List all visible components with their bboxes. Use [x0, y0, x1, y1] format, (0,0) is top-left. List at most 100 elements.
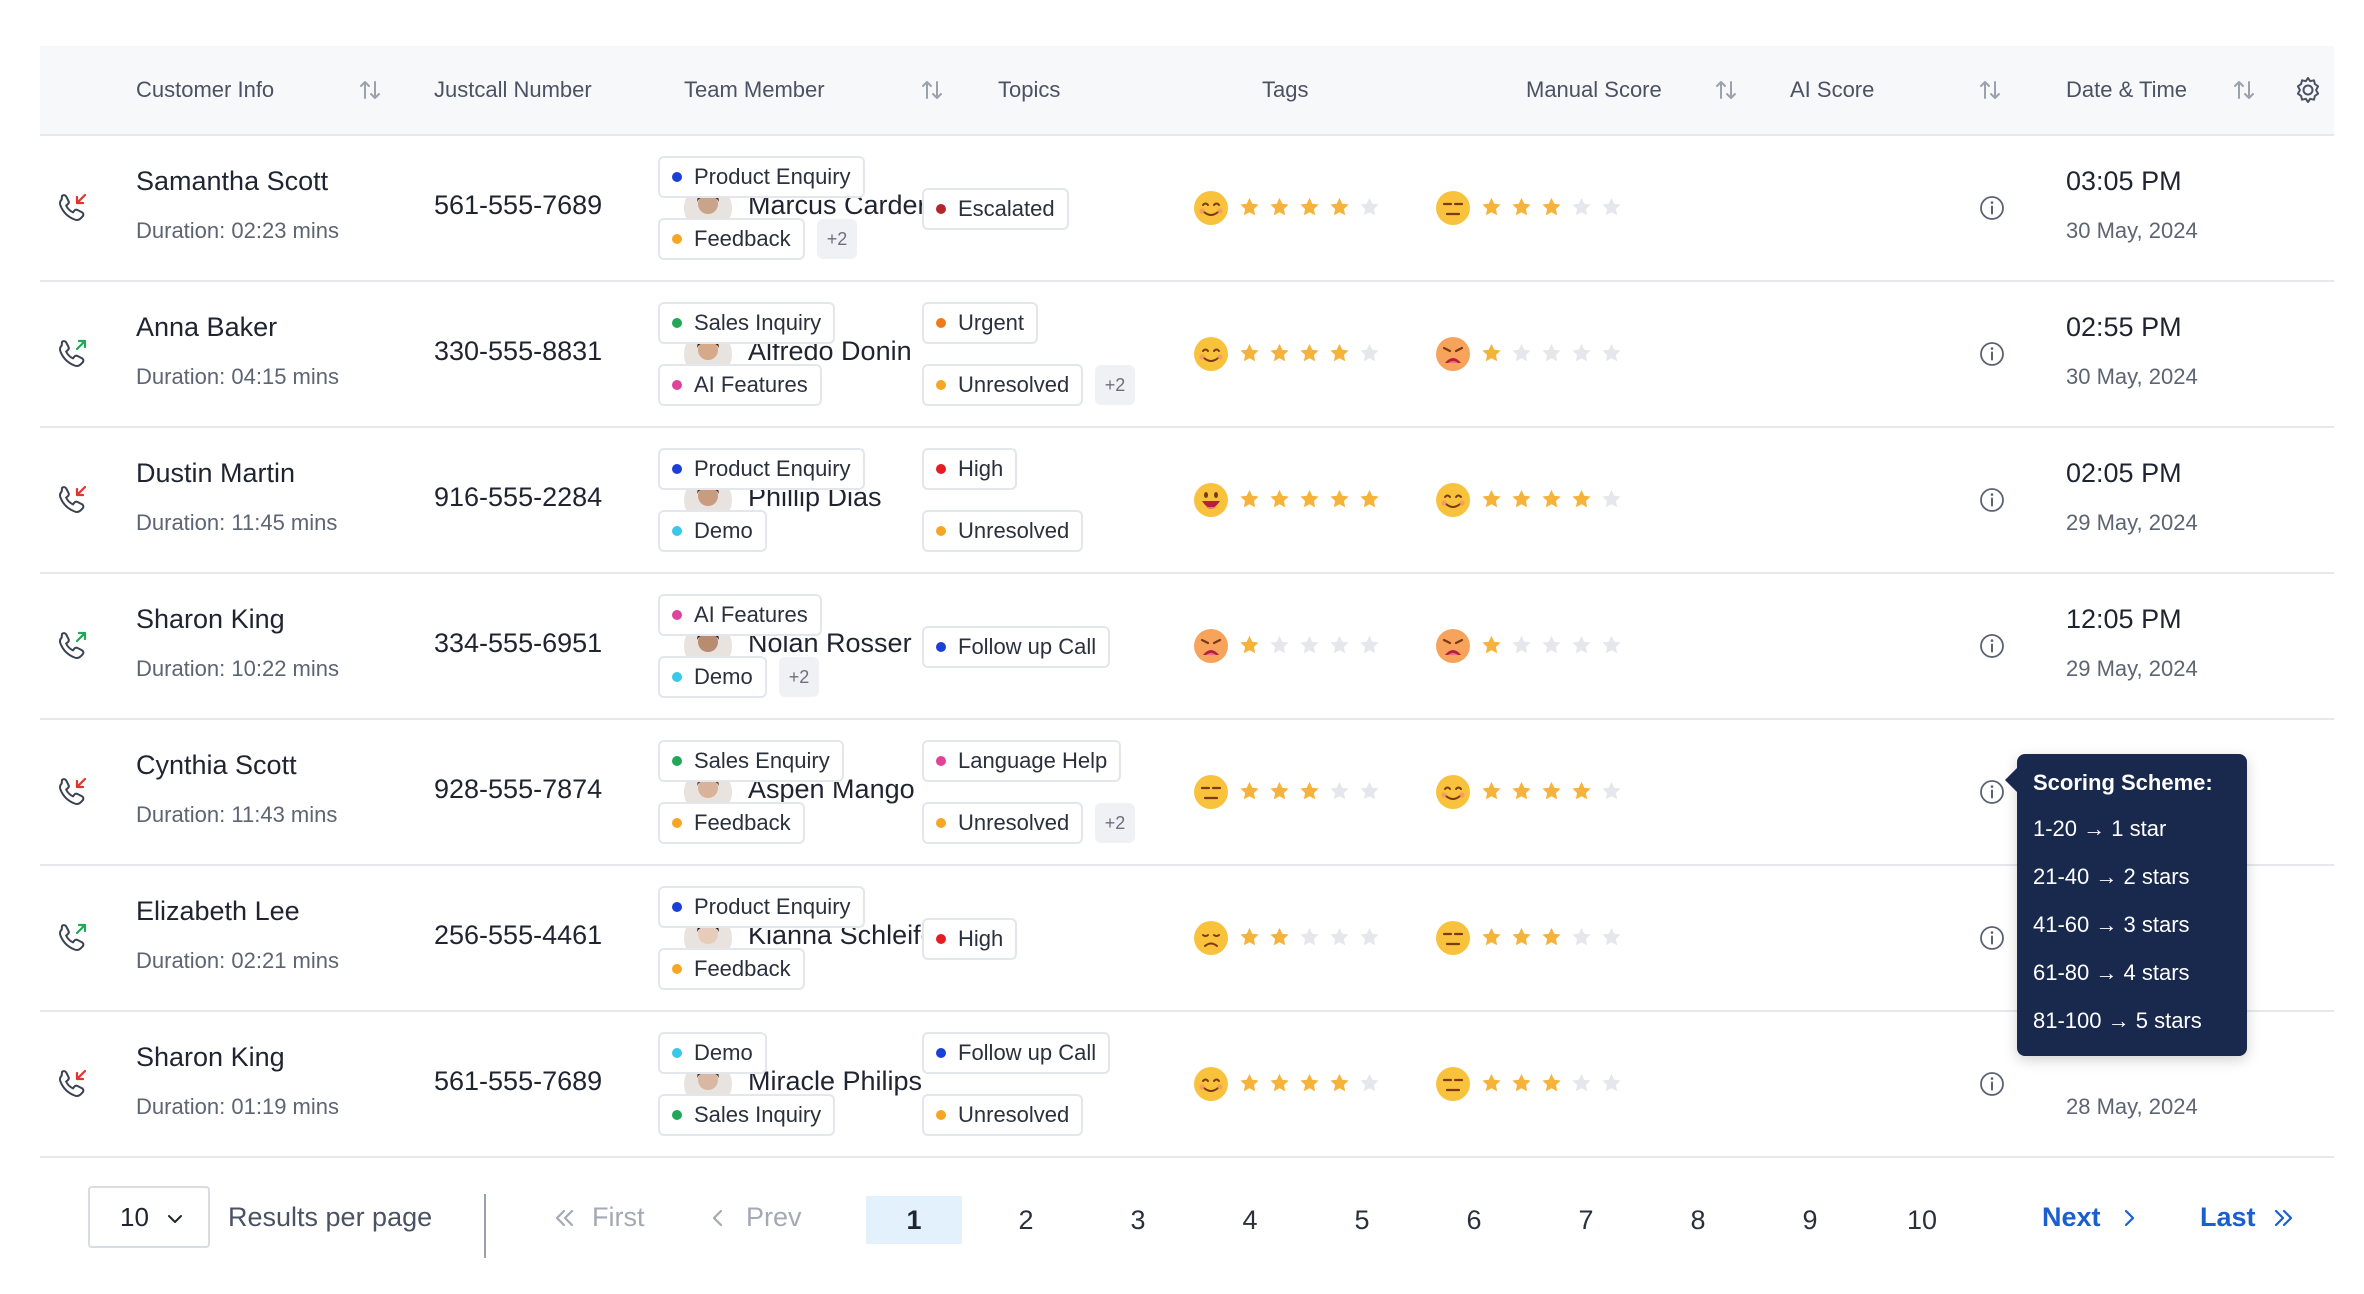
- topic-chip: Sales Inquiry: [658, 1094, 836, 1136]
- first-label: First: [592, 1202, 645, 1232]
- prev-page-button[interactable]: Prev: [704, 1202, 802, 1233]
- star-empty-icon: [1300, 635, 1319, 654]
- star-filled-icon: [1572, 489, 1591, 508]
- topic-dot: [672, 1110, 682, 1120]
- customer-name[interactable]: Dustin Martin: [136, 458, 296, 488]
- next-page-button[interactable]: Next: [2042, 1202, 2143, 1233]
- topic-dot: [672, 172, 682, 182]
- page-8-button[interactable]: 8: [1690, 1205, 1706, 1235]
- customer-name[interactable]: Anna Baker: [136, 312, 278, 342]
- star-filled-icon: [1512, 927, 1531, 946]
- tag-chip: Follow up Call: [922, 1032, 1111, 1074]
- customer-name[interactable]: Sharon King: [136, 1042, 285, 1072]
- info-icon[interactable]: [1978, 632, 2006, 660]
- topic-chip: Sales Inquiry: [658, 302, 836, 344]
- topic-dot: [672, 818, 682, 828]
- angry-face-icon: [1192, 627, 1230, 665]
- info-icon[interactable]: [1978, 778, 2006, 806]
- tag-label: Follow up Call: [958, 1040, 1097, 1065]
- topic-label: Demo: [694, 1040, 753, 1065]
- neutral-face-icon: [1434, 919, 1472, 957]
- page-5-button[interactable]: 5: [1354, 1205, 1370, 1235]
- table-row[interactable]: Anna Baker Duration: 04:15 mins 330-555-88…: [40, 282, 2334, 428]
- table-row[interactable]: Cynthia Scott Duration: 11:43 mins 928-555…: [40, 720, 2334, 866]
- customer-name[interactable]: Sharon King: [136, 604, 285, 634]
- table-row[interactable]: Dustin Martin Duration: 11:45 mins 916-555…: [40, 428, 2334, 574]
- gear-icon[interactable]: [2292, 74, 2324, 106]
- topic-dot: [672, 464, 682, 474]
- per-page-label: Results per page: [228, 1202, 433, 1232]
- call-date: 30 May, 2024: [2066, 218, 2198, 243]
- justcall-number: 561-555-7689: [434, 190, 603, 220]
- page-1-button[interactable]: 1: [866, 1196, 962, 1244]
- star-empty-icon: [1542, 635, 1561, 654]
- call-time: 02:05 PM: [2066, 458, 2182, 488]
- page-9-button[interactable]: 9: [1802, 1205, 1818, 1235]
- tag-label: Escalated: [958, 196, 1055, 221]
- tag-chip: Unresolved: [922, 510, 1084, 552]
- info-icon[interactable]: [1978, 194, 2006, 222]
- header-ai-score[interactable]: AI Score: [1790, 77, 1875, 102]
- tag-chip: High: [922, 918, 1018, 960]
- star-empty-icon: [1360, 781, 1379, 800]
- more-count-badge[interactable]: +2: [1095, 803, 1135, 843]
- header-date-time[interactable]: Date & Time: [2066, 77, 2188, 102]
- sort-icon[interactable]: [2230, 76, 2258, 104]
- customer-name[interactable]: Samantha Scott: [136, 166, 329, 196]
- star-filled-icon: [1240, 1073, 1259, 1092]
- sort-icon[interactable]: [1712, 76, 1740, 104]
- tooltip-line: 1-20 → 1 star: [2033, 816, 2167, 841]
- table-row[interactable]: Sharon King Duration: 01:19 mins 561-555-7…: [40, 1012, 2334, 1158]
- info-icon[interactable]: [1978, 1070, 2006, 1098]
- first-page-button[interactable]: First: [550, 1202, 644, 1233]
- page-3-button[interactable]: 3: [1130, 1205, 1146, 1235]
- star-filled-icon: [1542, 197, 1561, 216]
- star-filled-icon: [1300, 781, 1319, 800]
- incoming-call-icon: [54, 190, 90, 226]
- table-row[interactable]: Elizabeth Lee Duration: 02:21 mins 256-555…: [40, 866, 2334, 1012]
- manual-score-stars: [1238, 634, 1381, 657]
- happy-face-icon: [1192, 189, 1230, 227]
- star-filled-icon: [1542, 927, 1561, 946]
- topic-dot: [672, 672, 682, 682]
- customer-name[interactable]: Cynthia Scott: [136, 750, 297, 780]
- sort-icon[interactable]: [918, 76, 946, 104]
- sort-icon[interactable]: [356, 76, 384, 104]
- call-duration: Duration: 01:19 mins: [136, 1094, 339, 1119]
- star-filled-icon: [1482, 927, 1501, 946]
- team-member-name: Miracle Philips: [748, 1066, 923, 1096]
- page-2-button[interactable]: 2: [1018, 1205, 1034, 1235]
- star-filled-icon: [1240, 343, 1259, 362]
- call-time: 02:55 PM: [2066, 312, 2182, 342]
- header-manual-score[interactable]: Manual Score: [1526, 77, 1662, 102]
- header-team-member[interactable]: Team Member: [684, 77, 825, 102]
- info-icon[interactable]: [1978, 340, 2006, 368]
- header-topics: Topics: [998, 77, 1061, 102]
- topic-chip: Feedback: [658, 218, 805, 260]
- table-row[interactable]: Sharon King Duration: 10:22 mins 334-555-6…: [40, 574, 2334, 720]
- last-page-button[interactable]: Last: [2200, 1202, 2298, 1233]
- tag-dot: [936, 526, 946, 536]
- customer-name[interactable]: Elizabeth Lee: [136, 896, 300, 926]
- incoming-call-icon: [54, 774, 90, 810]
- header-customer-info[interactable]: Customer Info: [136, 77, 275, 102]
- star-empty-icon: [1602, 1073, 1621, 1092]
- topic-chip: Product Enquiry: [658, 886, 865, 928]
- page-6-button[interactable]: 6: [1466, 1205, 1482, 1235]
- page-10-button[interactable]: 10: [1906, 1205, 1938, 1235]
- per-page-select[interactable]: 10: [88, 1186, 210, 1248]
- star-filled-icon: [1542, 1073, 1561, 1092]
- more-count-badge[interactable]: +2: [817, 219, 857, 259]
- table-row[interactable]: Samantha Scott Duration: 02:23 mins 561-55…: [40, 136, 2334, 282]
- star-empty-icon: [1360, 635, 1379, 654]
- info-icon[interactable]: [1978, 924, 2006, 952]
- sort-icon[interactable]: [1976, 76, 2004, 104]
- more-count-badge[interactable]: +2: [1095, 365, 1135, 405]
- page-4-button[interactable]: 4: [1242, 1205, 1258, 1235]
- page-7-button[interactable]: 7: [1578, 1205, 1594, 1235]
- more-count-badge[interactable]: +2: [779, 657, 819, 697]
- ai-score-stars: [1480, 1072, 1623, 1095]
- star-filled-icon: [1240, 781, 1259, 800]
- info-icon[interactable]: [1978, 486, 2006, 514]
- ai-score-stars: [1480, 488, 1623, 511]
